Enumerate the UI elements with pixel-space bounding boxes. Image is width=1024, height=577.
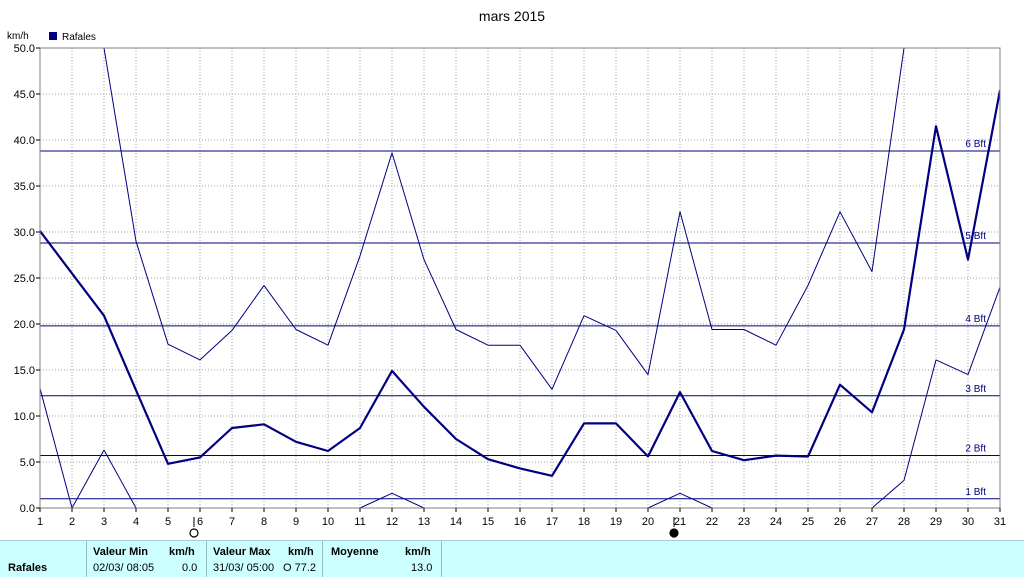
stats-row-label: Rafales [8, 562, 48, 574]
beaufort-label: 5 Bft [965, 231, 986, 242]
x-tick-label: 30 [962, 516, 974, 528]
x-tick-label: 26 [834, 516, 846, 528]
stats-panel: Rafales Valeur Min km/h 02/03/ 08:05 0.0… [0, 540, 1024, 577]
gust-chart: mars 2015 km/h Rafales 1 Bft 2 Bft 3 Bft 4 … [7, 8, 1006, 538]
min-unit: km/h [169, 546, 195, 558]
x-tick-label: 16 [514, 516, 526, 528]
new-moon-icon [669, 528, 679, 538]
stats-separator [206, 541, 207, 577]
y-tick-label: 35.0 [14, 181, 35, 193]
max-value: O 77.2 [283, 562, 317, 574]
series-line-lower [359, 492, 425, 508]
beaufort-label: 4 Bft [965, 314, 986, 325]
y-tick-label: 30.0 [14, 227, 35, 239]
x-tick-label: 17 [546, 516, 558, 528]
x-tick-label: 27 [866, 516, 878, 528]
max-date: 31/03/ 05:00 [213, 562, 275, 574]
x-tick-label: 9 [293, 516, 299, 528]
y-tick-label: 40.0 [14, 135, 35, 147]
x-tick-label: 22 [706, 516, 718, 528]
y-tick-label: 10.0 [14, 411, 35, 423]
y-axis-unit: km/h [7, 31, 29, 42]
series-line-upper [103, 48, 905, 390]
y-tick-label: 20.0 [14, 319, 35, 331]
x-tick-label: 5 [165, 516, 171, 528]
y-tick-label: 15.0 [14, 365, 35, 377]
x-tick-label: 4 [133, 516, 139, 528]
x-tick-label: 23 [738, 516, 750, 528]
y-tick-label: 5.0 [20, 457, 35, 469]
x-tick-label: 8 [261, 516, 267, 528]
x-tick-label: 12 [386, 516, 398, 528]
x-tick-label: 25 [802, 516, 814, 528]
min-value: 0.0 [182, 562, 198, 574]
stats-separator [86, 541, 87, 577]
x-tick-label: 11 [354, 516, 365, 528]
y-tick-label: 50.0 [14, 43, 35, 55]
x-tick-label: 1 [37, 516, 43, 528]
avg-header: Moyenne [331, 546, 379, 558]
x-tick-label: 10 [322, 516, 334, 528]
x-tick-label: 3 [101, 516, 107, 528]
stats-separator [441, 541, 442, 577]
chart-title: mars 2015 [479, 8, 545, 24]
x-tick-label: 24 [770, 516, 782, 528]
x-tick-label: 21 [674, 516, 686, 528]
x-tick-label: 31 [994, 516, 1006, 528]
stats-separator [322, 541, 323, 577]
full-moon-icon [189, 528, 199, 538]
legend-swatch [49, 32, 57, 40]
min-header: Valeur Min [93, 546, 149, 558]
beaufort-label: 2 Bft [965, 444, 986, 455]
series-line-lower [647, 492, 713, 508]
series-line-lower [40, 388, 137, 508]
x-tick-label: 6 [197, 516, 203, 528]
x-tick-label: 13 [418, 516, 430, 528]
y-tick-label: 25.0 [14, 273, 35, 285]
beaufort-label: 6 Bft [965, 139, 986, 150]
x-tick-label: 29 [930, 516, 942, 528]
x-tick-label: 14 [450, 516, 462, 528]
beaufort-label: 3 Bft [965, 384, 986, 395]
x-tick-label: 19 [610, 516, 622, 528]
x-tick-label: 15 [482, 516, 494, 528]
min-date: 02/03/ 08:05 [93, 562, 155, 574]
avg-unit: km/h [405, 546, 431, 558]
series-line-rafales [40, 90, 1000, 477]
series-line-lower [871, 287, 1000, 508]
x-tick-label: 28 [898, 516, 910, 528]
y-tick-label: 0.0 [20, 503, 35, 515]
x-tick-label: 7 [229, 516, 235, 528]
x-tick-label: 20 [642, 516, 654, 528]
legend-label: Rafales [62, 32, 96, 43]
y-tick-label: 45.0 [14, 89, 35, 101]
beaufort-label: 1 Bft [965, 487, 986, 498]
x-tick-label: 2 [69, 516, 75, 528]
max-header: Valeur Max [213, 546, 271, 558]
avg-value: 13.0 [411, 562, 433, 574]
max-unit: km/h [288, 546, 314, 558]
x-tick-label: 18 [578, 516, 590, 528]
